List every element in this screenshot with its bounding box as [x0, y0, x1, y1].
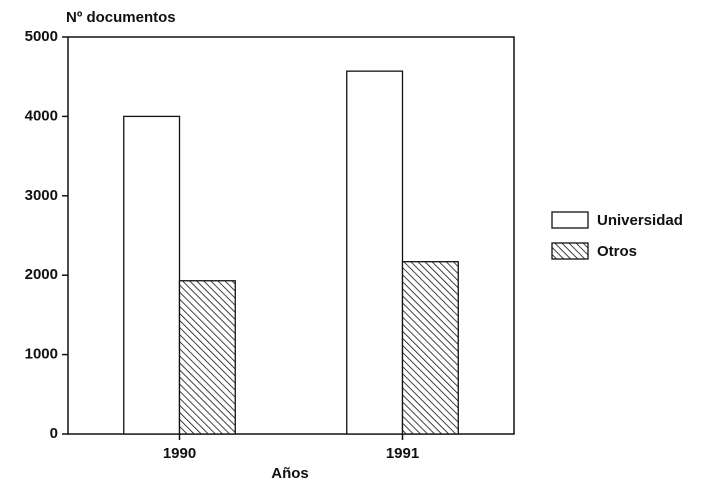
bar: [178, 280, 236, 435]
y-tick-label: 1000: [25, 346, 58, 363]
legend-swatch: [551, 211, 589, 229]
bar: [123, 115, 181, 435]
y-tick-label: 2000: [25, 266, 58, 283]
plot-frame: [67, 36, 515, 435]
y-tick-label: 3000: [25, 187, 58, 204]
x-axis-label: Años: [271, 465, 309, 482]
legend-label: Universidad: [597, 212, 683, 229]
y-tick-label: 5000: [25, 28, 58, 45]
bar: [346, 70, 404, 435]
y-tick-label: 4000: [25, 107, 58, 124]
y-tick-label: 0: [50, 425, 58, 442]
x-tick-label: 1991: [386, 445, 419, 462]
legend-label: Otros: [597, 243, 637, 260]
bar: [401, 261, 459, 435]
x-tick-label: 1990: [163, 445, 196, 462]
y-axis-label: Nº documentos: [66, 9, 176, 26]
legend-swatch: [551, 242, 589, 260]
